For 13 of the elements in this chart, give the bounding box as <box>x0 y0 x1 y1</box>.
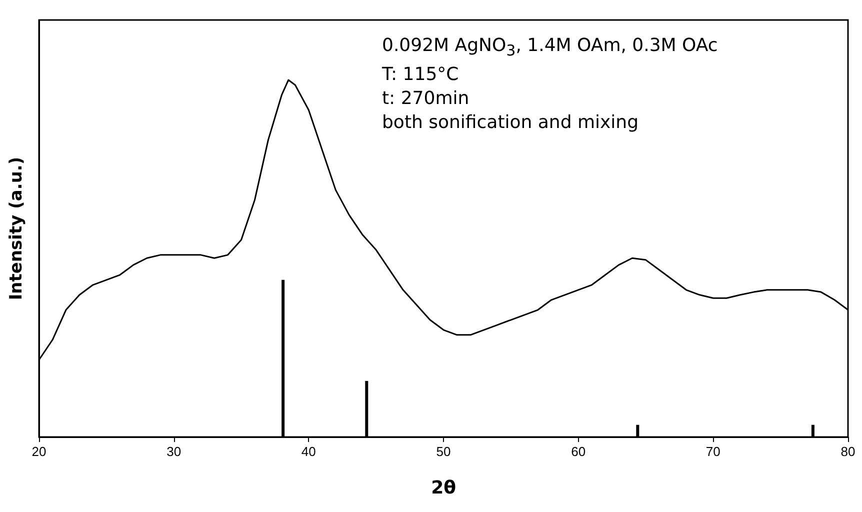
annotation: t: 270min <box>382 86 470 111</box>
x-tick-label: 30 <box>166 444 182 459</box>
x-tick-label: 80 <box>840 444 856 459</box>
x-tick-label: 70 <box>706 444 720 459</box>
annotation: both sonification and mixing <box>382 110 640 135</box>
x-tick-label: 20 <box>32 444 46 459</box>
y-axis-title: Intensity (a.u.) <box>6 156 26 300</box>
x-tick-label: 60 <box>571 444 586 459</box>
x-tick-label: 50 <box>436 444 451 459</box>
x-axis-title: 2θ <box>431 478 456 498</box>
x-tick-label: 40 <box>301 444 316 459</box>
text: 0.092M AgNO$_{3}$, 1.4M OAm, 0.3M OAc <box>382 34 718 62</box>
annotation: T: 115°C <box>382 62 460 87</box>
